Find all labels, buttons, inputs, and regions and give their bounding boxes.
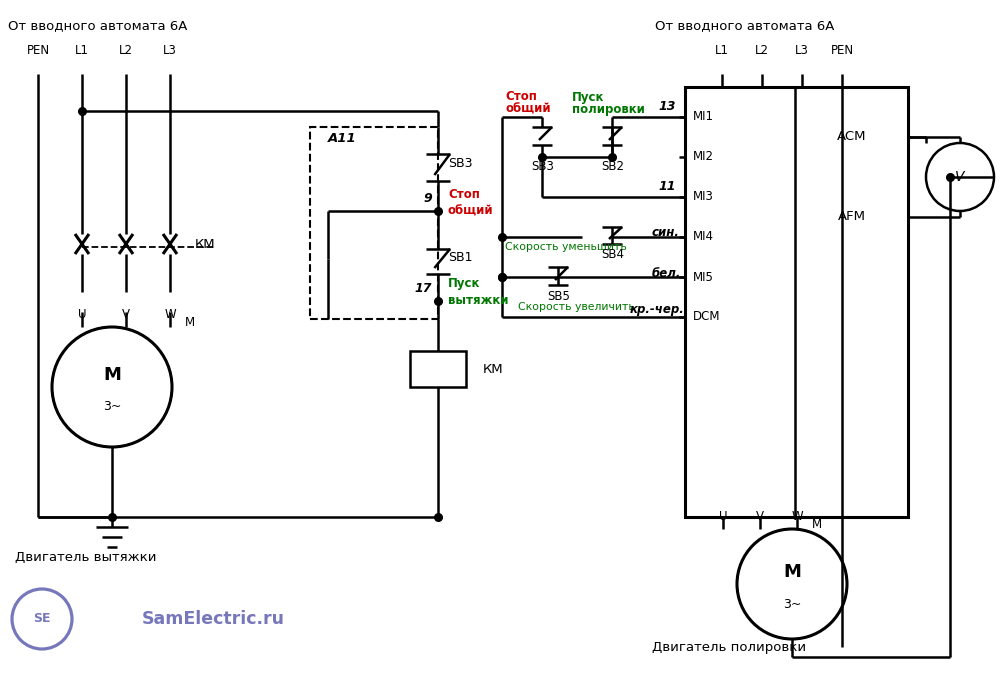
Text: Скорость уменьшить: Скорость уменьшить (505, 242, 627, 252)
Text: 11: 11 (658, 181, 676, 194)
Text: W: W (791, 509, 803, 523)
Text: общий: общий (448, 204, 494, 217)
Text: Пуск: Пуск (572, 90, 604, 103)
Text: кр.-чер.: кр.-чер. (630, 303, 685, 316)
Text: U: U (78, 308, 86, 320)
Text: V: V (955, 170, 965, 184)
Text: 13: 13 (658, 100, 676, 113)
Text: 17: 17 (415, 282, 432, 295)
Text: Стоп: Стоп (448, 189, 480, 202)
Text: 9: 9 (423, 193, 432, 206)
Text: полировки: полировки (572, 103, 645, 115)
Text: MI4: MI4 (693, 230, 714, 244)
Text: Двигатель вытяжки: Двигатель вытяжки (15, 551, 156, 564)
Text: SB1: SB1 (448, 251, 472, 264)
Text: КМ: КМ (483, 363, 504, 375)
Text: SB2: SB2 (602, 160, 624, 174)
Text: SE: SE (33, 612, 51, 625)
Text: общий: общий (505, 103, 551, 115)
Text: M: M (185, 316, 195, 329)
Text: AFM: AFM (838, 210, 866, 223)
Text: Двигатель полировки: Двигатель полировки (652, 640, 806, 653)
Text: L3: L3 (795, 45, 809, 58)
Text: L3: L3 (163, 45, 177, 58)
Text: PEN: PEN (26, 45, 50, 58)
Text: MI3: MI3 (693, 191, 714, 204)
Text: V: V (756, 509, 764, 523)
Text: SB3: SB3 (448, 157, 472, 170)
Text: U: U (719, 509, 727, 523)
Text: Пуск: Пуск (448, 278, 480, 291)
Text: DCM: DCM (693, 310, 720, 323)
Text: От вводного автомата 6А: От вводного автомата 6А (655, 20, 834, 33)
Text: MI1: MI1 (693, 111, 714, 124)
Text: L2: L2 (755, 45, 769, 58)
Bar (685, 87, 908, 517)
Text: Стоп: Стоп (505, 90, 537, 103)
Text: SB5: SB5 (548, 291, 570, 304)
Bar (310, 127, 438, 319)
Text: L1: L1 (75, 45, 89, 58)
Text: SamElectric.ru: SamElectric.ru (142, 610, 285, 628)
Text: От вводного автомата 6А: От вводного автомата 6А (8, 20, 187, 33)
Text: SB3: SB3 (532, 160, 554, 174)
Text: MI2: MI2 (693, 151, 714, 164)
Text: 3~: 3~ (783, 598, 801, 610)
Text: вытяжки: вытяжки (448, 295, 508, 308)
Text: L2: L2 (119, 45, 133, 58)
Text: A11: A11 (328, 132, 356, 145)
Bar (410, 351, 466, 387)
Text: КМ: КМ (195, 238, 216, 251)
Text: V: V (122, 308, 130, 320)
Text: MI5: MI5 (693, 270, 714, 284)
Text: M: M (812, 517, 822, 530)
Text: 3~: 3~ (103, 401, 121, 414)
Text: Скорость увеличить: Скорость увеличить (518, 302, 635, 312)
Text: ACM: ACM (837, 130, 866, 143)
Text: SB4: SB4 (602, 249, 624, 261)
Text: син.: син. (652, 227, 680, 240)
Text: бел.: бел. (652, 266, 681, 280)
Text: M: M (103, 366, 121, 384)
Text: W: W (164, 308, 176, 320)
Text: L1: L1 (715, 45, 729, 58)
Text: M: M (783, 563, 801, 581)
Text: PEN: PEN (830, 45, 854, 58)
